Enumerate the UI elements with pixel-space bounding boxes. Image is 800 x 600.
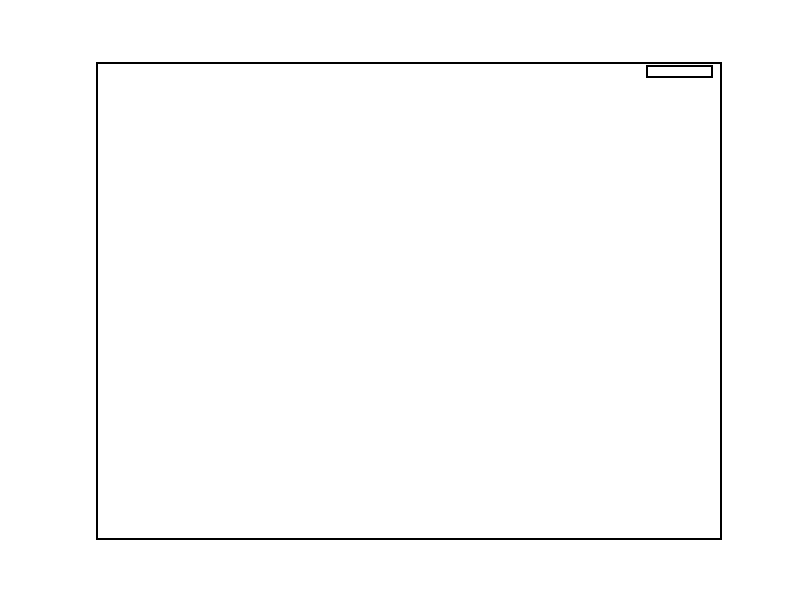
legend xyxy=(646,65,713,78)
plot-area xyxy=(96,62,722,540)
